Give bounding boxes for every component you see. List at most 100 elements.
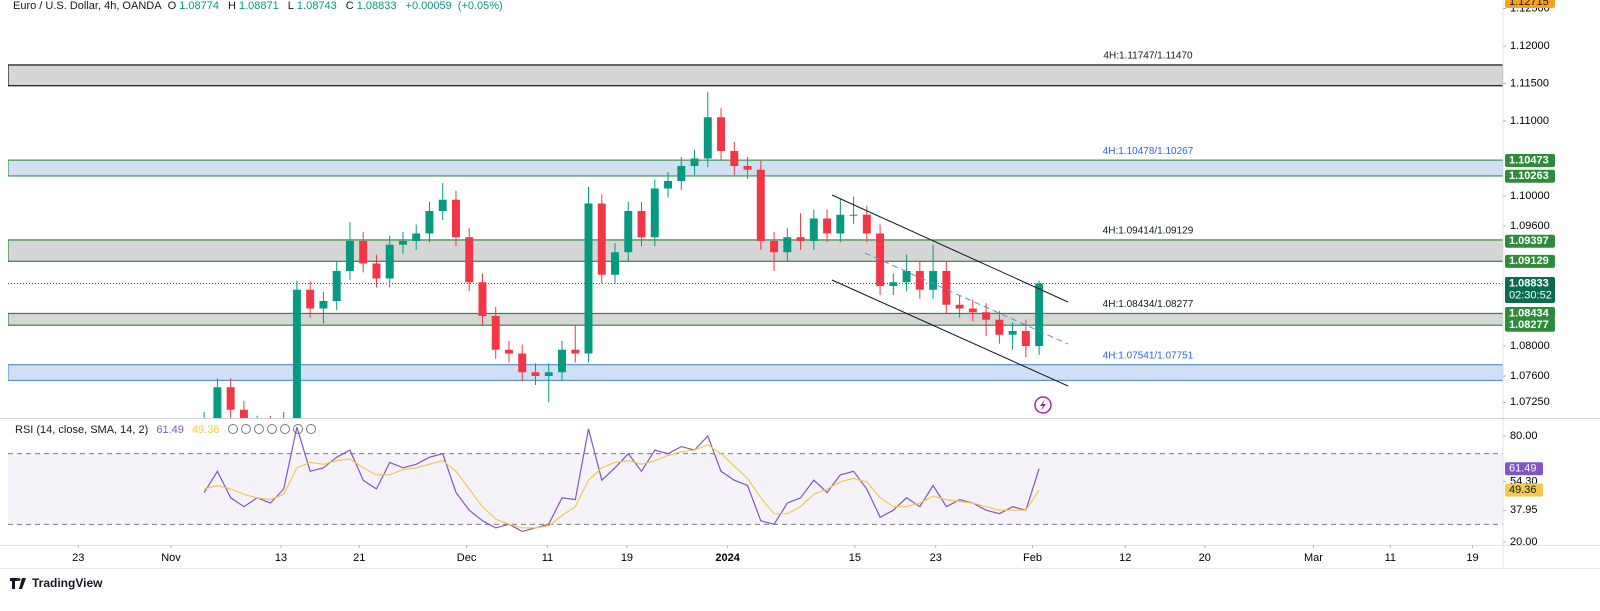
price-tag-label: 1.09129 <box>1509 255 1549 267</box>
candle-body <box>955 304 964 309</box>
rsi-settings[interactable] <box>227 424 319 436</box>
candle-body <box>505 349 513 354</box>
x-tick-label: 11 <box>1385 552 1396 564</box>
candle-body <box>451 199 460 238</box>
channel-upper <box>831 194 1069 303</box>
rsi-y-tick-label: 37.95 <box>1510 504 1538 516</box>
x-tick-label: 15 <box>849 552 861 564</box>
zones: 4H:1.11747/1.11470 4H:1.10478/1.10267 4H:1… <box>8 51 1503 382</box>
candle-body <box>902 270 911 283</box>
channel-mid <box>864 252 1069 345</box>
candle-body <box>982 312 991 320</box>
y-tick-label: 1.11000 <box>1510 115 1549 127</box>
y-tick-label: 1.07250 <box>1510 396 1550 408</box>
price-tag-label: 1.08833 <box>1509 277 1549 289</box>
footer[interactable]: TradingView <box>10 576 102 590</box>
candle-body <box>531 372 540 376</box>
zone <box>8 364 1503 382</box>
candle-body <box>1035 283 1044 346</box>
x-tick-label: Dec <box>457 552 477 564</box>
x-tick-label: Nov <box>161 552 181 564</box>
candle-body <box>345 240 354 271</box>
ohlc-key: O <box>167 0 177 12</box>
ohlc: O 1.08774 <box>168 0 222 12</box>
event-icon[interactable] <box>1034 396 1052 414</box>
candle-body <box>862 214 871 234</box>
symbol: Euro / U.S. Dollar, 4h, OANDA <box>13 0 162 12</box>
x-tick-label: 12 <box>1119 552 1131 564</box>
symbol-header: Euro / U.S. Dollar, 4h, OANDA O 1.08774 H… <box>13 0 506 13</box>
ohlc: L 1.08743 <box>288 0 340 12</box>
y-tick-label: 1.10000 <box>1510 190 1550 202</box>
ohlc-value: 1.08743 <box>296 0 337 12</box>
price-tag-label: 1.09397 <box>1509 235 1549 247</box>
candle-body <box>756 169 765 241</box>
ohlc-key: L <box>287 0 294 12</box>
candle-body <box>372 263 381 279</box>
zone-label: 4H:1.09414/1.09129 <box>1103 226 1194 237</box>
candle-body <box>425 210 434 234</box>
x-tick-label: 13 <box>275 552 287 564</box>
zone-label: 4H:1.07541/1.07751 <box>1103 350 1194 361</box>
rsi-tag <box>1505 483 1543 497</box>
candle-body <box>929 270 938 290</box>
channel-lower <box>831 279 1069 387</box>
ohlc-key: H <box>228 0 236 12</box>
candle-body <box>306 289 315 309</box>
candle-body <box>968 308 977 313</box>
ohlc-value: 1.08833 <box>356 0 397 12</box>
candle-body <box>624 210 633 253</box>
candle-body <box>398 240 407 245</box>
rsi-y-tick-label: 20.00 <box>1510 536 1538 548</box>
price-tag <box>1505 277 1555 304</box>
candle-body <box>1008 330 1017 335</box>
candle-body <box>743 165 752 170</box>
candle-body <box>942 270 951 305</box>
logo <box>10 577 26 589</box>
ohlc-value: 1.08871 <box>238 0 279 12</box>
rsi-header: RSI (14, close, SMA, 14, 2) 61.49 49.36 <box>15 423 324 437</box>
rsi-tag-label: 49.36 <box>1509 484 1537 496</box>
event-bolt <box>1040 399 1046 411</box>
candle-body <box>213 387 222 418</box>
price-tag <box>1505 254 1555 268</box>
price-tag <box>1505 169 1555 183</box>
candle-body <box>611 252 619 275</box>
candle-body <box>319 300 328 309</box>
rsi-value: 61.49 <box>156 424 184 436</box>
rsi-sma-value: 49.36 <box>191 424 220 436</box>
price-tag-label: 1.08434 <box>1509 307 1550 319</box>
zone <box>8 64 1503 87</box>
candle-body <box>584 203 593 354</box>
axes: 1.125001.120001.115001.110001.100001.096… <box>0 0 1600 569</box>
ohlc-key: C <box>345 0 354 12</box>
candle-body <box>465 237 474 283</box>
rsi-tag-label: 61.49 <box>1509 463 1537 475</box>
change-pct: (+0.05%) <box>457 0 503 12</box>
candle-body <box>730 150 739 166</box>
candle-body <box>226 387 235 410</box>
candle-body <box>690 158 699 166</box>
candle-body <box>889 282 898 286</box>
candle-body <box>544 372 553 376</box>
candle-body <box>770 240 779 253</box>
rsi-tag <box>1505 462 1543 476</box>
candle-body <box>836 214 845 234</box>
zone-label: 4H:1.10478/1.10267 <box>1103 146 1194 157</box>
price-tag-label: 1.08277 <box>1509 319 1549 331</box>
price-tag <box>1505 306 1555 320</box>
x-tick-label: 2024 <box>715 552 740 564</box>
channel-drawing <box>831 194 1069 387</box>
price-tag <box>1505 234 1555 248</box>
brand: TradingView <box>32 576 103 590</box>
candle-body <box>703 117 712 159</box>
candle-body <box>637 210 646 238</box>
zone <box>8 239 1503 262</box>
price-tag-label: 1.10473 <box>1509 154 1549 166</box>
rsi-title: RSI (14, close, SMA, 14, 2) <box>15 424 149 436</box>
rsi-y-tick-label: 80.00 <box>1510 430 1538 442</box>
candles <box>203 91 1044 418</box>
candle-body <box>915 270 924 290</box>
x-tick-label: 11 <box>542 552 553 564</box>
